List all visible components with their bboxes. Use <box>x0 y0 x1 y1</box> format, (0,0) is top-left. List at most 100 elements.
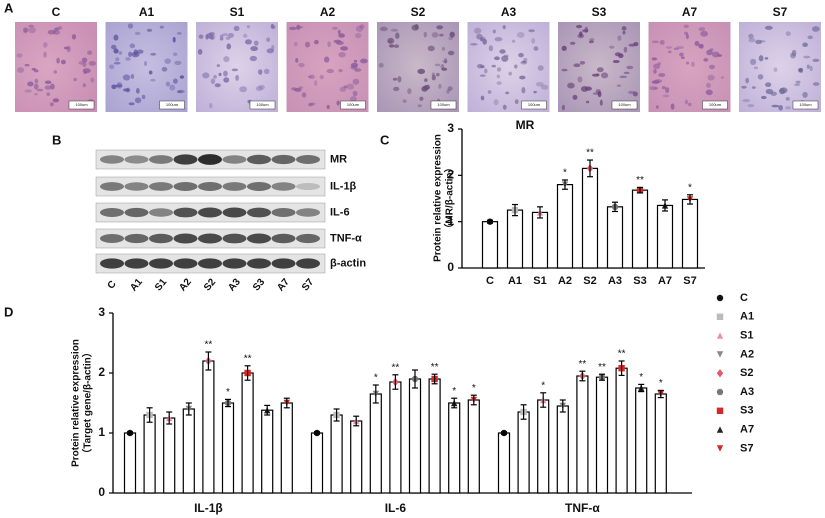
cell <box>291 87 297 91</box>
blot-band <box>247 207 271 218</box>
cell <box>596 67 604 73</box>
cell <box>309 74 315 79</box>
cell <box>90 77 95 83</box>
x-tick-label: S1 <box>533 275 546 287</box>
cell <box>518 52 524 58</box>
cell <box>633 41 639 47</box>
cell <box>491 64 496 68</box>
cell <box>326 68 334 74</box>
cell <box>331 26 338 30</box>
blot-band <box>173 207 198 218</box>
blot-band <box>247 233 271 244</box>
significance-label: * <box>472 383 476 394</box>
blot-band <box>124 155 149 164</box>
image-label: A3 <box>501 5 517 19</box>
cell <box>87 50 93 55</box>
lane-label: S1 <box>153 277 170 294</box>
cell <box>115 57 120 62</box>
cell <box>511 39 516 43</box>
cell <box>298 62 305 68</box>
cell <box>447 86 453 91</box>
scale-label: 100um <box>528 102 541 107</box>
cell <box>392 77 398 81</box>
cell <box>60 59 66 65</box>
cell <box>502 104 507 110</box>
cell <box>748 33 754 39</box>
bar <box>631 189 649 269</box>
cell <box>319 74 324 80</box>
significance-label: * <box>452 386 456 397</box>
cell <box>505 91 510 95</box>
cell <box>431 72 436 77</box>
bar <box>576 375 589 494</box>
cell <box>446 89 450 94</box>
cell <box>233 25 240 32</box>
scale-label: 100um <box>256 102 269 107</box>
bar <box>428 378 441 494</box>
cell <box>314 39 319 45</box>
cell <box>623 46 628 53</box>
cell <box>523 57 528 62</box>
cell <box>146 28 153 32</box>
cell <box>44 85 52 90</box>
cell <box>407 88 412 95</box>
cell <box>338 33 345 38</box>
cell <box>514 99 519 105</box>
bar <box>369 393 382 494</box>
protein-label: MR <box>330 153 347 165</box>
cell <box>720 76 725 79</box>
legend-marker <box>716 351 724 358</box>
blot-band <box>100 155 124 164</box>
cell <box>213 75 217 79</box>
significance-label: * <box>563 168 567 179</box>
cell <box>785 31 791 37</box>
cell <box>717 54 723 57</box>
cell <box>231 68 239 72</box>
cell <box>811 26 820 32</box>
cell <box>501 55 509 62</box>
significance-label: * <box>688 182 692 193</box>
cell <box>24 63 30 67</box>
cell <box>393 44 400 48</box>
scale-box <box>68 100 95 110</box>
cell <box>764 57 769 60</box>
x-tick-label: A1 <box>508 275 522 287</box>
blot-band <box>149 155 173 164</box>
blot-band <box>124 207 149 218</box>
significance-label: ** <box>598 362 606 373</box>
cell <box>573 63 581 68</box>
cell <box>496 74 501 79</box>
cell <box>684 99 689 105</box>
cell <box>765 82 772 88</box>
cell <box>661 86 666 90</box>
cell <box>706 49 713 56</box>
y-axis-label: Protein relative expression <box>433 134 444 262</box>
cell <box>352 78 360 85</box>
blot-band <box>124 182 149 191</box>
significance-label: * <box>541 380 545 391</box>
cell <box>770 91 777 96</box>
cell <box>434 63 441 67</box>
cell <box>164 58 171 64</box>
significance-label: ** <box>618 349 626 360</box>
cell <box>298 86 304 89</box>
cell <box>649 86 657 91</box>
blot-band <box>149 233 173 244</box>
blot-band <box>222 207 247 218</box>
cell <box>46 92 51 96</box>
bar <box>467 399 480 494</box>
cell <box>27 81 34 87</box>
blot-band <box>149 182 173 191</box>
bar <box>506 209 524 269</box>
cell <box>705 89 713 96</box>
blot-band <box>222 182 247 191</box>
cell <box>616 84 622 87</box>
cell <box>177 89 185 94</box>
cell <box>798 68 803 73</box>
cell <box>531 38 536 44</box>
x-tick-label: A2 <box>558 275 572 287</box>
bar <box>221 402 235 494</box>
cell <box>427 45 435 52</box>
cell <box>221 33 229 37</box>
cell <box>424 78 428 83</box>
